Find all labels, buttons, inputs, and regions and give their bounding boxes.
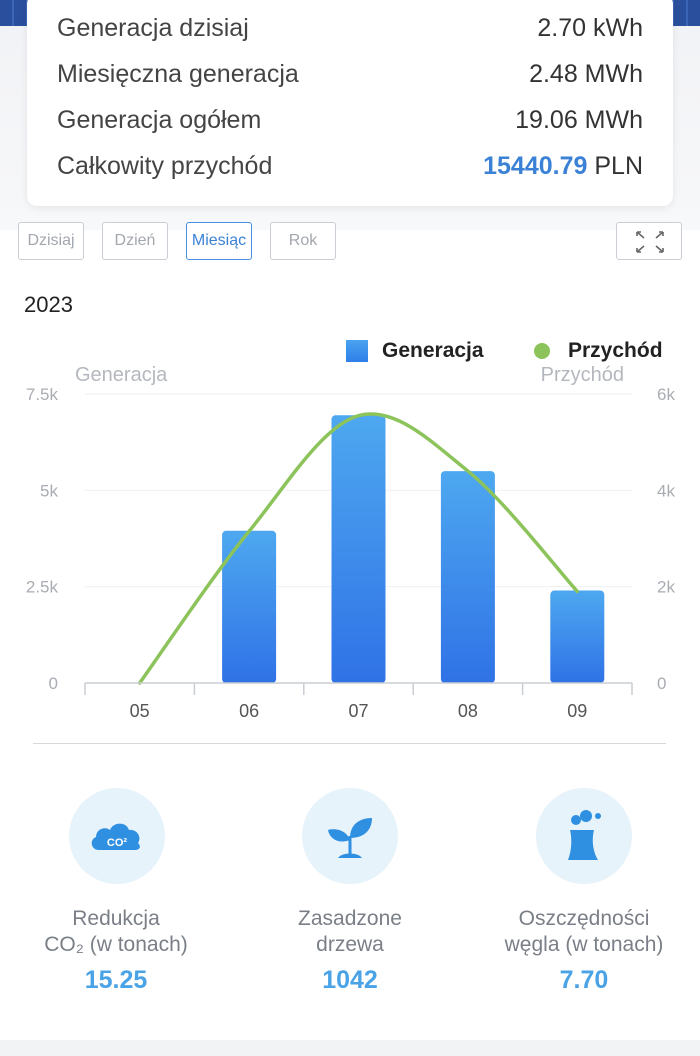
summary-label: Całkowity przychód [57, 151, 273, 180]
legend-generation-label: Generacja [382, 339, 484, 362]
y-tick-left: 0 [49, 674, 58, 693]
bar [440, 471, 495, 683]
stat-trees-label: Zasadzone drzewa [298, 907, 402, 956]
tab-year[interactable]: Rok [270, 222, 336, 260]
stat-coal-value: 7.70 [559, 966, 609, 994]
legend-bar-swatch [346, 340, 368, 362]
x-tick-label: 05 [130, 701, 150, 721]
y-tick-left: 7.5k [26, 385, 59, 404]
summary-row-today: Generacja dzisiaj 2.70 kWh [57, 8, 643, 48]
x-tick-label: 09 [567, 701, 587, 721]
power-plant-icon [536, 788, 632, 884]
tab-month[interactable]: Miesiąc [186, 222, 252, 260]
y-axis-label-left: Generacja [75, 364, 168, 386]
expand-icon [636, 231, 664, 253]
stat-trees-value: 1042 [322, 966, 378, 994]
y-tick-right: 2k [657, 578, 675, 597]
svg-text:CO²: CO² [107, 837, 128, 849]
y-axis-label-right: Przychód [541, 364, 624, 386]
bar [550, 590, 605, 683]
legend-revenue-label: Przychód [568, 339, 663, 362]
summary-row-total: Generacja ogółem 19.06 MWh [57, 100, 643, 140]
x-tick-label: 07 [348, 701, 368, 721]
generation-revenue-chart: 0 0 2.5k 2k 5k 4k 7.5k 6k Generacja Przychód 05 06 0… [26, 364, 676, 721]
x-tick-label: 08 [458, 701, 478, 721]
y-tick-right: 4k [657, 481, 675, 500]
x-tick-label: 06 [239, 701, 259, 721]
summary-value: 2.48 MWh [529, 59, 643, 88]
y-tick-left: 2.5k [26, 578, 59, 597]
summary-value: 2.70 kWh [537, 13, 643, 42]
tab-day[interactable]: Dzień [102, 222, 168, 260]
chart-year: 2023 [24, 292, 73, 317]
tab-today[interactable]: Dzisiaj [18, 222, 84, 260]
summary-label: Generacja ogółem [57, 105, 262, 134]
y-tick-left: 5k [40, 481, 58, 500]
co2-cloud-icon: CO² [69, 788, 165, 884]
stat-coal-label: Oszczędności węgla (w tonach) [504, 907, 664, 956]
summary-card: Generacja dzisiaj 2.70 kWh Miesięczna ge… [27, 0, 673, 206]
stat-co2-label: Redukcja CO₂ (w tonach) [44, 907, 188, 956]
revenue-line [137, 412, 580, 685]
summary-value: 19.06 MWh [515, 105, 643, 134]
summary-value: 15440.79 PLN [483, 152, 643, 181]
summary-label: Generacja dzisiaj [57, 13, 249, 42]
bottom-bar [0, 1040, 700, 1056]
summary-row-month: Miesięczna generacja 2.48 MWh [57, 54, 643, 94]
y-tick-right: 6k [657, 385, 675, 404]
revenue-amount: 15440.79 [483, 151, 588, 180]
sprout-icon [302, 788, 398, 884]
bar [222, 530, 277, 683]
summary-label: Miesięczna generacja [57, 59, 299, 88]
legend-line-swatch [534, 343, 550, 359]
bar [331, 415, 386, 683]
fullscreen-button[interactable] [616, 222, 682, 260]
summary-row-revenue: Całkowity przychód 15440.79 PLN [57, 146, 643, 186]
stat-co2-value: 15.25 [84, 966, 148, 994]
revenue-currency: PLN [594, 151, 643, 180]
legend-revenue[interactable]: Przychód [534, 336, 663, 366]
y-tick-right: 0 [657, 674, 666, 693]
section-divider [33, 743, 666, 744]
legend-generation[interactable]: Generacja [346, 336, 484, 366]
